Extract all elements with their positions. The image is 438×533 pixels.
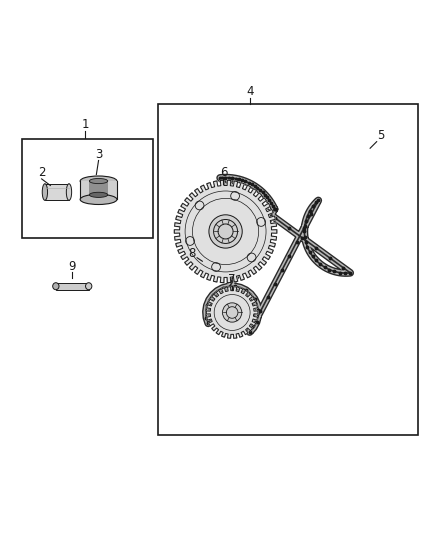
Circle shape (180, 185, 272, 278)
Ellipse shape (89, 179, 108, 184)
Text: 7: 7 (228, 273, 236, 286)
Circle shape (223, 303, 242, 322)
Ellipse shape (80, 195, 117, 205)
Circle shape (193, 254, 205, 266)
Ellipse shape (89, 192, 108, 197)
Ellipse shape (53, 282, 59, 290)
Ellipse shape (85, 282, 92, 290)
Circle shape (180, 185, 272, 278)
Circle shape (196, 257, 202, 263)
Circle shape (209, 215, 242, 248)
Text: 2: 2 (38, 166, 46, 179)
Ellipse shape (80, 176, 117, 186)
Circle shape (210, 290, 254, 334)
Polygon shape (174, 180, 277, 282)
Ellipse shape (42, 184, 48, 200)
Text: 6: 6 (219, 166, 227, 179)
Bar (56, 282, 88, 290)
Polygon shape (206, 287, 258, 338)
Text: 4: 4 (246, 85, 254, 98)
Text: 5: 5 (378, 128, 385, 142)
Polygon shape (206, 287, 258, 338)
Bar (80, 181, 117, 199)
Bar (22, 140, 153, 238)
Circle shape (210, 290, 254, 334)
Text: 1: 1 (81, 118, 89, 131)
Text: 3: 3 (95, 148, 102, 161)
Text: 8: 8 (188, 247, 195, 260)
Bar (158, 104, 418, 435)
Circle shape (209, 215, 242, 248)
Polygon shape (174, 180, 277, 282)
Bar (45, 184, 69, 200)
Ellipse shape (66, 184, 72, 200)
Circle shape (223, 303, 242, 322)
Bar (89, 181, 108, 195)
Text: 9: 9 (68, 260, 76, 273)
